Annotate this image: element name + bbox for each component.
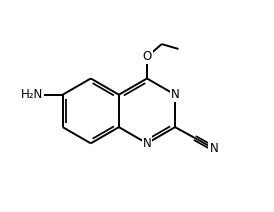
Text: N: N bbox=[142, 137, 151, 150]
Text: N: N bbox=[209, 142, 218, 155]
Text: H₂N: H₂N bbox=[21, 88, 43, 101]
Text: N: N bbox=[171, 88, 179, 101]
Text: O: O bbox=[142, 50, 152, 63]
